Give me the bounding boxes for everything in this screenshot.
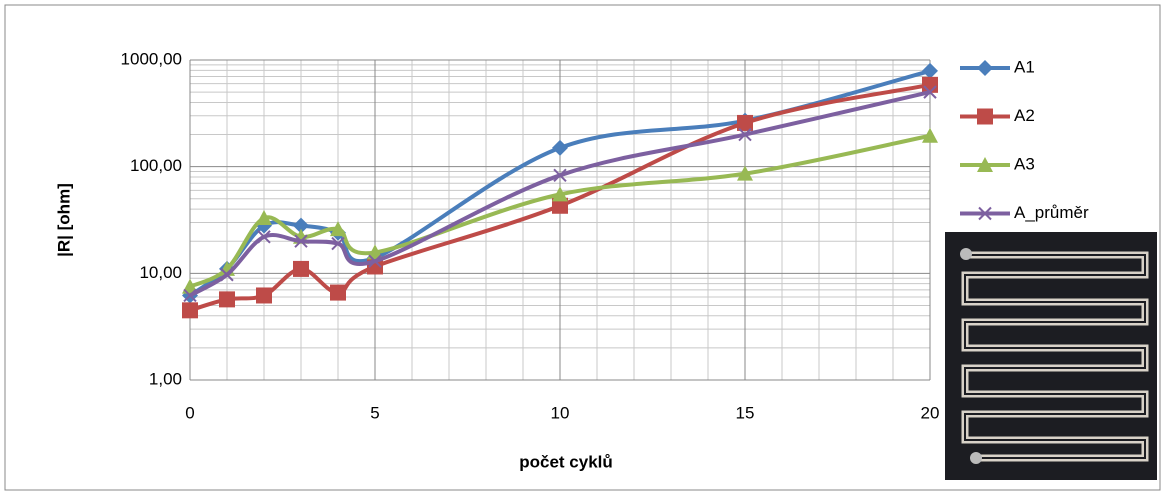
y-tick-label: 10,00 [139,263,182,282]
marker [256,287,272,303]
marker [182,302,198,318]
y-axis-label: |R| [ohm] [54,183,73,257]
legend-label: A3 [1014,154,1035,173]
photo [945,232,1157,480]
y-tick-label: 1000,00 [121,49,182,68]
x-tick-label: 20 [921,403,940,422]
marker [219,291,235,307]
marker [922,77,938,93]
x-tick-label: 10 [551,403,570,422]
legend-label: A1 [1014,57,1035,76]
legend-marker [977,109,993,125]
chart: počet cyklů |R| [ohm] 1,0010,00100,00100… [0,0,1167,497]
x-tick-label: 0 [185,403,194,422]
x-tick-label: 15 [736,403,755,422]
x-axis-label: počet cyklů [519,452,613,471]
y-tick-label: 100,00 [130,156,182,175]
marker [293,261,309,277]
x-tick-label: 5 [370,403,379,422]
marker [330,285,346,301]
legend-label: A2 [1014,106,1035,125]
legend-label: A_průměr [1014,203,1089,222]
y-tick-label: 1,00 [149,369,182,388]
